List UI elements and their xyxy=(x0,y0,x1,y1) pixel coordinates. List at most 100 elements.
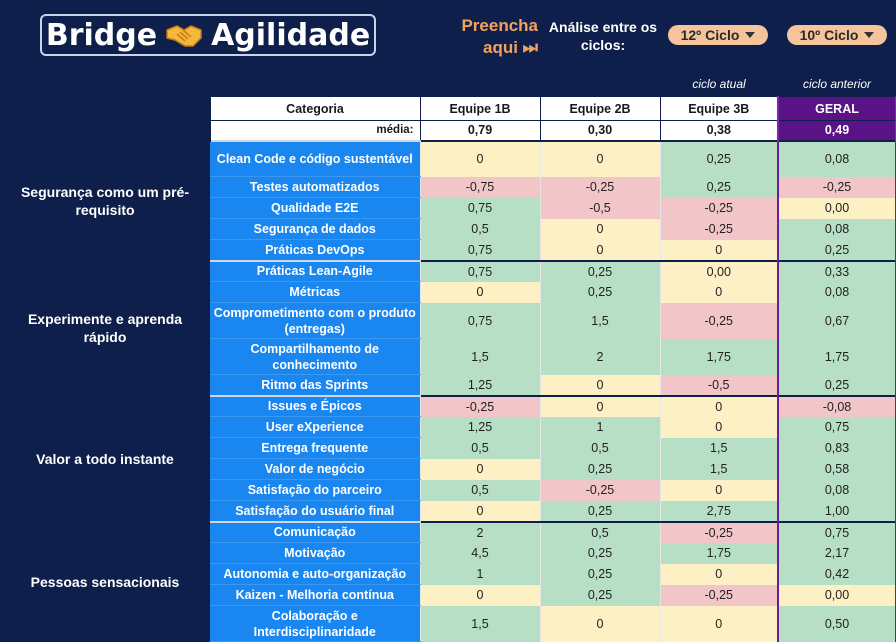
fill-here-link[interactable]: Preencha aqui ⏭ xyxy=(448,15,538,59)
geral-score-cell[interactable]: 0,00 xyxy=(777,197,896,219)
team-score-cell[interactable]: -0,25 xyxy=(419,394,540,417)
team-score-cell[interactable]: 1,5 xyxy=(659,437,778,459)
geral-score-cell[interactable]: -0,08 xyxy=(777,394,896,417)
geral-score-cell[interactable]: -0,25 xyxy=(777,176,896,198)
team-score-cell[interactable]: 0,25 xyxy=(659,139,778,177)
team-score-cell[interactable]: 0,75 xyxy=(419,259,540,282)
geral-average: 0,49 xyxy=(777,120,896,141)
geral-score-cell[interactable]: 0,42 xyxy=(777,563,896,585)
geral-score-cell[interactable]: 1,75 xyxy=(777,338,896,375)
team-score-cell[interactable]: 0 xyxy=(419,281,540,303)
geral-score-cell[interactable]: 0,25 xyxy=(777,374,896,396)
geral-score-cell[interactable]: 0,08 xyxy=(777,139,896,177)
team-score-cell[interactable]: 0,5 xyxy=(539,437,660,459)
team-score-cell[interactable]: 0,25 xyxy=(539,584,660,606)
team-score-cell[interactable]: 0,25 xyxy=(539,563,660,585)
geral-score-cell[interactable]: 1,00 xyxy=(777,500,896,522)
current-cycle-dropdown[interactable]: 12º Ciclo xyxy=(668,25,768,45)
team-score-cell[interactable]: 0 xyxy=(539,218,660,240)
team-score-cell[interactable]: 0,25 xyxy=(539,500,660,522)
fill-here-line1: Preencha xyxy=(461,16,538,35)
team-score-cell[interactable]: -0,25 xyxy=(659,520,778,543)
geral-score-cell[interactable]: 0,33 xyxy=(777,259,896,282)
geral-score-cell[interactable]: 2,17 xyxy=(777,542,896,564)
team-score-cell[interactable]: 0 xyxy=(659,239,778,261)
team-score-cell[interactable]: -0,75 xyxy=(419,176,540,198)
team-score-cell[interactable]: 0,25 xyxy=(539,542,660,564)
team-score-cell[interactable]: 4,5 xyxy=(419,542,540,564)
team-score-cell[interactable]: 0 xyxy=(419,458,540,480)
team-score-cell[interactable]: -0,25 xyxy=(539,479,660,501)
team-score-cell[interactable]: 2,75 xyxy=(659,500,778,522)
team-score-cell[interactable]: 0 xyxy=(659,563,778,585)
fill-here-line2: aqui ⏭ xyxy=(483,38,538,57)
category-label: Issues e Épicos xyxy=(210,394,420,417)
team-score-cell[interactable]: 0 xyxy=(659,416,778,438)
category-label: Motivação xyxy=(210,542,420,564)
category-label: Colaboração e Interdisciplinaridade xyxy=(210,605,420,642)
team-score-cell[interactable]: 1 xyxy=(539,416,660,438)
team-score-cell[interactable]: 0 xyxy=(659,605,778,642)
geral-score-cell[interactable]: 0,50 xyxy=(777,605,896,642)
team-score-cell[interactable]: 0,25 xyxy=(539,458,660,480)
table-row: Segurança como um pré-requisito Clean Cod… xyxy=(0,139,896,261)
team-score-cell[interactable]: 0 xyxy=(539,374,660,396)
note-current-cycle: ciclo atual xyxy=(692,77,746,91)
team-score-cell[interactable]: 0 xyxy=(419,500,540,522)
geral-score-cell[interactable]: 0,75 xyxy=(777,416,896,438)
geral-score-cell[interactable]: 0,25 xyxy=(777,239,896,261)
team-score-cell[interactable]: -0,25 xyxy=(659,584,778,606)
team-score-cell[interactable]: 0,75 xyxy=(419,197,540,219)
team-score-cell[interactable]: -0,25 xyxy=(659,218,778,240)
team-score-cell[interactable]: 0 xyxy=(659,394,778,417)
geral-score-cell[interactable]: 0,08 xyxy=(777,479,896,501)
team-score-cell[interactable]: 0,25 xyxy=(659,176,778,198)
category-label: Práticas DevOps xyxy=(210,239,420,261)
team-score-cell[interactable]: 1,25 xyxy=(419,374,540,396)
team-score-cell[interactable]: 0 xyxy=(659,479,778,501)
team-score-cell[interactable]: 0,25 xyxy=(539,259,660,282)
team-score-cell[interactable]: 1,5 xyxy=(659,458,778,480)
team-score-cell[interactable]: 0,75 xyxy=(419,302,540,339)
team-score-cell[interactable]: 1 xyxy=(419,563,540,585)
team-score-cell[interactable]: 1,5 xyxy=(419,338,540,375)
team-score-cell[interactable]: -0,25 xyxy=(539,176,660,198)
geral-score-cell[interactable]: 0,08 xyxy=(777,281,896,303)
team-header: Equipe 2B xyxy=(539,96,661,121)
team-score-cell[interactable]: 0 xyxy=(659,281,778,303)
team-score-cell[interactable]: 1,75 xyxy=(659,338,778,375)
team-score-cell[interactable]: 0,25 xyxy=(539,281,660,303)
team-score-cell[interactable]: 0,5 xyxy=(539,520,660,543)
geral-score-cell[interactable]: 0,83 xyxy=(777,437,896,459)
geral-score-cell[interactable]: 0,67 xyxy=(777,302,896,339)
team-score-cell[interactable]: 0 xyxy=(539,139,660,177)
previous-cycle-dropdown[interactable]: 10º Ciclo xyxy=(787,25,887,45)
team-score-cell[interactable]: 0 xyxy=(419,139,540,177)
team-score-cell[interactable]: 0 xyxy=(419,584,540,606)
team-score-cell[interactable]: 0 xyxy=(539,605,660,642)
team-score-cell[interactable]: -0,25 xyxy=(659,302,778,339)
geral-score-cell[interactable]: 0,75 xyxy=(777,520,896,543)
team-score-cell[interactable]: -0,5 xyxy=(539,197,660,219)
team-score-cell[interactable]: 0 xyxy=(539,239,660,261)
team-score-cell[interactable]: 0 xyxy=(539,394,660,417)
team-score-cell[interactable]: 2 xyxy=(419,520,540,543)
team-score-cell[interactable]: 0,5 xyxy=(419,479,540,501)
team-score-cell[interactable]: 2 xyxy=(539,338,660,375)
geral-score-cell[interactable]: 0,00 xyxy=(777,584,896,606)
team-score-cell[interactable]: 1,75 xyxy=(659,542,778,564)
team-score-cell[interactable]: 0,5 xyxy=(419,218,540,240)
team-score-cell[interactable]: 0,00 xyxy=(659,259,778,282)
team-score-cell[interactable]: -0,25 xyxy=(659,197,778,219)
geral-score-cell[interactable]: 0,08 xyxy=(777,218,896,240)
team-score-cell[interactable]: 1,5 xyxy=(419,605,540,642)
geral-score-cell[interactable]: 0,58 xyxy=(777,458,896,480)
team-score-cell[interactable]: 0,75 xyxy=(419,239,540,261)
logo-text-left: Bridge xyxy=(45,17,158,53)
team-score-cell[interactable]: 0,5 xyxy=(419,437,540,459)
category-label: Comunicação xyxy=(210,520,420,543)
team-score-cell[interactable]: -0,5 xyxy=(659,374,778,396)
category-header: Categoria xyxy=(209,96,421,121)
team-score-cell[interactable]: 1,5 xyxy=(539,302,660,339)
team-score-cell[interactable]: 1,25 xyxy=(419,416,540,438)
